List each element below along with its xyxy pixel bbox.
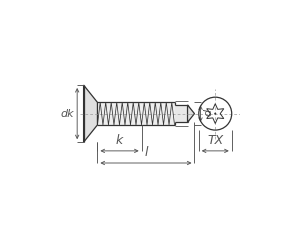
Text: l: l <box>144 146 148 159</box>
Circle shape <box>214 112 216 115</box>
Text: TX: TX <box>207 134 224 146</box>
Text: dk: dk <box>60 109 74 119</box>
Text: k: k <box>116 134 123 146</box>
Text: d: d <box>203 109 213 116</box>
Bar <box>98 102 175 125</box>
Polygon shape <box>84 85 98 142</box>
Polygon shape <box>188 105 194 122</box>
Bar <box>175 105 188 122</box>
